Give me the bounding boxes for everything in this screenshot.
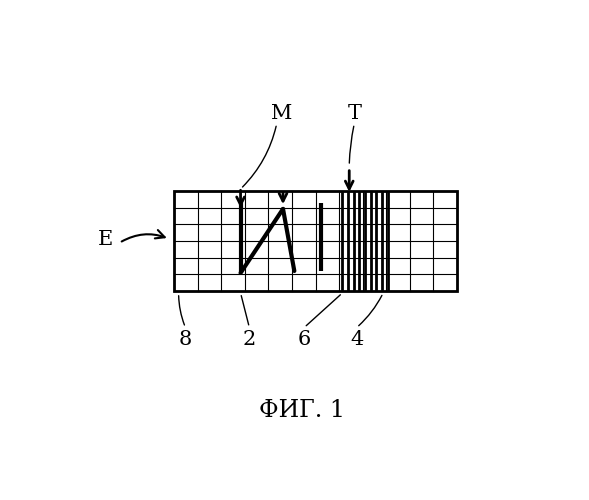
Text: 4: 4 <box>350 330 363 348</box>
Bar <box>174 191 457 291</box>
Text: ФИГ. 1: ФИГ. 1 <box>259 399 345 422</box>
Text: 2: 2 <box>243 330 256 348</box>
Text: T: T <box>348 104 362 124</box>
Text: M: M <box>271 104 292 124</box>
Text: 6: 6 <box>297 330 311 348</box>
Text: 8: 8 <box>179 330 192 348</box>
Text: E: E <box>98 230 113 248</box>
